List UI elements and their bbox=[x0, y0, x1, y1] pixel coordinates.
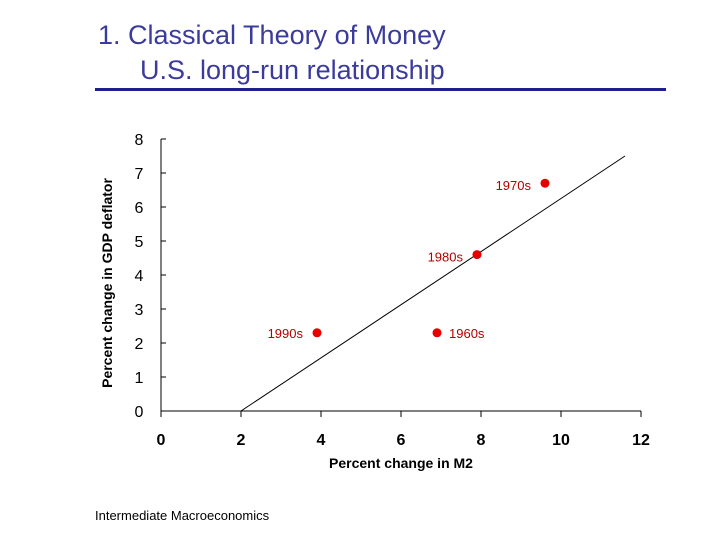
x-axis-label: Percent change in M2 bbox=[329, 455, 473, 471]
data-point-1990s bbox=[312, 328, 322, 338]
data-point-1970s bbox=[540, 178, 550, 188]
slide-title-line-1: 1. Classical Theory of Money bbox=[98, 20, 446, 50]
data-point-label: 1960s bbox=[449, 326, 485, 341]
y-tick-label: 6 bbox=[135, 200, 144, 217]
x-tick-label: 8 bbox=[477, 432, 486, 449]
trend-line-group bbox=[240, 155, 626, 412]
title-divider bbox=[95, 88, 666, 91]
y-tick-label: 5 bbox=[135, 234, 144, 251]
footer-text: Intermediate Macroeconomics bbox=[95, 508, 270, 523]
x-tick-label: 2 bbox=[237, 432, 246, 449]
data-point-1960s bbox=[432, 328, 442, 338]
y-tick-label: 8 bbox=[135, 132, 144, 149]
y-tick-label: 0 bbox=[135, 404, 144, 421]
data-point-label: 1980s bbox=[428, 250, 464, 265]
data-point-1980s bbox=[472, 250, 482, 260]
x-tick-label: 12 bbox=[632, 432, 650, 449]
x-tick-label: 6 bbox=[397, 432, 406, 449]
data-points: 1970s 1980s 1990s 1960s bbox=[268, 178, 550, 341]
data-point-label: 1990s bbox=[268, 326, 304, 341]
y-tick-label: 3 bbox=[135, 302, 144, 319]
y-tick-label: 1 bbox=[135, 370, 144, 387]
x-tick-label: 0 bbox=[157, 432, 166, 449]
y-tick-label: 4 bbox=[135, 268, 144, 285]
trend-line bbox=[240, 155, 626, 412]
y-tick-label: 2 bbox=[135, 336, 144, 353]
y-tick-label: 7 bbox=[135, 166, 144, 183]
data-point-label: 1970s bbox=[496, 178, 532, 193]
slide-title-line-2: U.S. long-run relationship bbox=[140, 55, 445, 85]
x-tick-label: 10 bbox=[552, 432, 570, 449]
y-axis-label: Percent change in GDP deflator bbox=[99, 178, 115, 388]
x-tick-label: 4 bbox=[317, 432, 326, 449]
